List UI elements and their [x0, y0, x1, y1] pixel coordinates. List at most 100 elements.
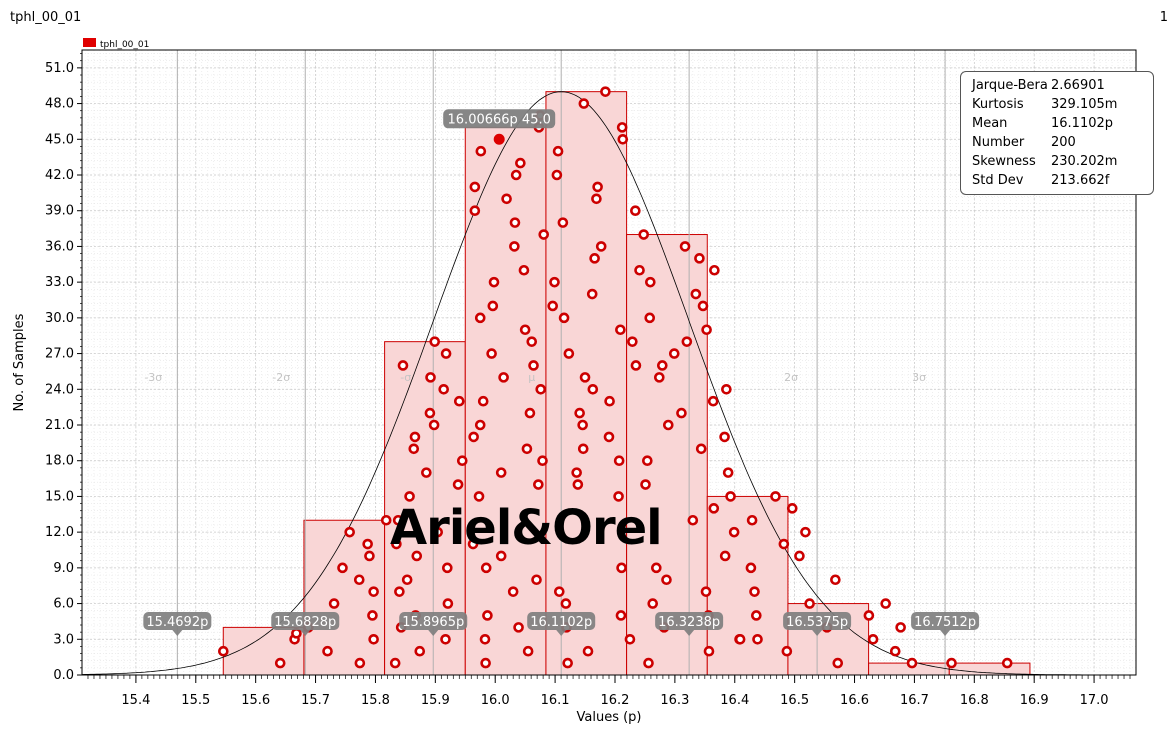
sigma-badge: 16.3238p: [655, 612, 724, 636]
sample-point: [487, 300, 499, 312]
sample-point: [469, 205, 481, 217]
x-tick-label: 16.7: [900, 693, 929, 708]
sample-point: [572, 479, 584, 490]
stat-value: 200: [1051, 135, 1076, 150]
x-tick-label: 16.3: [660, 693, 689, 708]
sigma-badge-text: 16.5375p: [786, 615, 848, 630]
y-tick-label: 39.0: [45, 204, 74, 219]
sample-point: [549, 276, 560, 288]
sample-point: [513, 622, 524, 633]
sample-point: [770, 491, 781, 502]
sample-point: [644, 312, 656, 324]
sample-point: [408, 443, 420, 455]
y-tick-label: 12.0: [45, 525, 74, 540]
sample-point: [425, 372, 436, 383]
sigma-label: μ: [528, 371, 535, 384]
sample-point: [528, 360, 539, 371]
sample-point: [679, 241, 691, 252]
sample-point: [401, 574, 413, 586]
sample-point: [409, 431, 421, 443]
y-tick-label: 48.0: [45, 97, 74, 112]
sample-point: [676, 407, 687, 419]
sample-point: [480, 657, 491, 669]
statistics-box: Jarque-Bera 2.66901 Kurtosis 329.105m Me…: [960, 71, 1154, 195]
sample-point: [509, 241, 520, 252]
sample-point: [560, 598, 572, 609]
sigma-badge-text: 16.1102p: [530, 615, 592, 630]
sigma-badge-bg: [271, 612, 340, 630]
sample-point: [697, 300, 709, 312]
sample-point: [344, 526, 355, 538]
watermark-text: Ariel&Orel: [390, 500, 663, 556]
sample-point: [414, 645, 426, 657]
sample-point: [467, 538, 479, 550]
sample-point: [551, 169, 563, 181]
sample-point: [553, 586, 565, 597]
sigma-badge-text: 16.3238p: [658, 615, 720, 630]
x-tick-label: 15.9: [421, 693, 450, 708]
sigma-badge: 15.8965p: [399, 612, 468, 636]
sample-point: [707, 395, 719, 407]
sample-point: [442, 598, 454, 609]
sample-point: [690, 288, 702, 300]
sample-point: [661, 574, 672, 586]
stat-key: Skewness: [972, 154, 1036, 169]
sample-point: [468, 431, 479, 443]
stat-key: Kurtosis: [972, 97, 1024, 112]
sample-point: [624, 633, 636, 645]
sample-point: [562, 657, 573, 669]
sigma-badge: 16.7512p: [911, 612, 980, 636]
sample-point: [421, 467, 432, 478]
sigma-badge-pointer: [812, 630, 823, 636]
sample-point: [745, 562, 757, 574]
sample-point: [488, 276, 500, 288]
sample-point: [800, 526, 811, 538]
sample-point: [524, 407, 536, 419]
sample-point: [906, 657, 918, 669]
sigma-label: 3σ: [912, 371, 926, 384]
sample-point: [479, 633, 491, 645]
sample-point: [477, 395, 489, 407]
sample-point: [498, 372, 509, 383]
sample-point: [589, 253, 600, 264]
sample-point: [778, 538, 790, 550]
stat-value: 329.105m: [1051, 97, 1118, 112]
sample-point: [440, 633, 451, 645]
sample-point: [592, 181, 603, 193]
sample-point: [392, 514, 404, 526]
sigma-badge-bg: [399, 612, 468, 630]
sample-point: [1001, 657, 1013, 669]
sample-point: [367, 610, 378, 621]
sample-point: [709, 264, 720, 276]
sigma-badge-bg: [783, 612, 852, 630]
sample-point: [595, 241, 607, 252]
sample-point: [391, 538, 402, 550]
sample-point: [558, 312, 570, 324]
sample-point: [651, 562, 662, 574]
sample-point: [394, 586, 405, 597]
sample-point: [687, 514, 699, 526]
sample-point: [603, 431, 615, 443]
sample-point: [452, 479, 464, 490]
sample-point: [694, 253, 705, 264]
sigma-label: 2σ: [784, 371, 798, 384]
sample-point: [397, 360, 409, 371]
sigma-badge-pointer: [684, 630, 695, 636]
y-tick-label: 3.0: [53, 632, 74, 647]
sample-point: [521, 443, 533, 455]
x-tick-label: 16.1: [541, 693, 570, 708]
sample-point: [701, 324, 712, 336]
sample-point: [574, 407, 585, 419]
sample-point: [453, 395, 465, 407]
sample-point: [380, 514, 392, 526]
y-tick-label: 33.0: [45, 275, 74, 290]
sample-point: [507, 586, 519, 597]
sample-point: [746, 514, 758, 526]
sample-point: [535, 383, 547, 395]
sample-point: [291, 628, 302, 639]
x-tick-label: 15.4: [121, 693, 150, 708]
sample-point: [368, 586, 379, 597]
sigma-badge-pointer: [940, 630, 951, 636]
sample-point: [615, 610, 627, 621]
